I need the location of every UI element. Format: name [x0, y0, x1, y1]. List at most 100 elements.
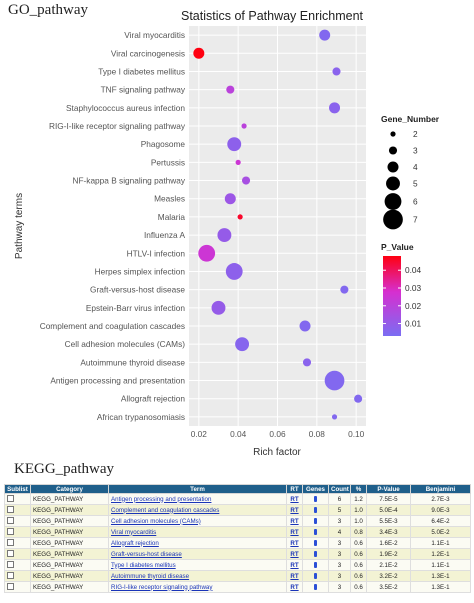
- pvalue-cell: 1.6E-2: [366, 537, 411, 549]
- count-cell: 3: [328, 515, 351, 527]
- term-link[interactable]: Complement and coagulation cascades: [111, 506, 220, 514]
- category-cell: KEGG_PATHWAY: [30, 526, 109, 538]
- percent-cell: 1.0: [350, 504, 367, 516]
- rt-link[interactable]: RT: [290, 528, 299, 536]
- row-checkbox[interactable]: [7, 550, 14, 558]
- row-checkbox[interactable]: [7, 495, 14, 503]
- chart-title: Statistics of Pathway Enrichment: [181, 9, 364, 23]
- gene-list-icon[interactable]: [314, 539, 317, 546]
- size-legend-label: 5: [413, 179, 418, 189]
- row-checkbox[interactable]: [7, 528, 14, 536]
- sublist-cell: [4, 537, 31, 549]
- table-header-cell: Genes: [302, 484, 329, 494]
- y-tick-label: Viral myocarditis: [124, 30, 185, 40]
- table-row: KEGG_PATHWAY Allograft rejection RT 3 0.6 1.6…: [4, 537, 471, 549]
- rt-link[interactable]: RT: [290, 572, 299, 580]
- row-checkbox[interactable]: [7, 583, 14, 591]
- sublist-cell: [4, 559, 31, 571]
- row-checkbox[interactable]: [7, 506, 14, 514]
- gene-list-icon[interactable]: [314, 528, 317, 535]
- y-tick-label: Measles: [154, 194, 185, 204]
- rt-link[interactable]: RT: [290, 517, 299, 525]
- percent-cell: 0.6: [350, 581, 367, 593]
- term-cell: Type I diabetes mellitus: [108, 559, 287, 571]
- term-link[interactable]: Antigen processing and presentation: [111, 495, 212, 503]
- term-link[interactable]: Cell adhesion molecules (CAMs): [111, 517, 201, 525]
- gene-list-icon[interactable]: [314, 561, 317, 568]
- data-point: [226, 85, 235, 94]
- table-row: KEGG_PATHWAY Autoimmune thyroid disease RT…: [4, 570, 471, 582]
- table-row: KEGG_PATHWAY Type I diabetes mellitus RT 3 0…: [4, 559, 471, 571]
- data-point: [319, 29, 331, 41]
- category-cell: KEGG_PATHWAY: [30, 559, 109, 571]
- sublist-cell: [4, 581, 31, 593]
- pvalue-legend-label: 0.01: [405, 319, 422, 329]
- table-header-cell: Benjamini: [410, 484, 471, 494]
- rt-link[interactable]: RT: [290, 583, 299, 591]
- y-tick-label: Antigen processing and presentation: [50, 376, 185, 386]
- y-axis-label: Pathway terms: [14, 193, 25, 259]
- data-point: [225, 263, 243, 280]
- gene-list-icon[interactable]: [314, 583, 317, 590]
- category-cell: KEGG_PATHWAY: [30, 548, 109, 560]
- table-row: KEGG_PATHWAY Viral myocarditis RT 4 0.8 3.4E-…: [4, 526, 471, 538]
- row-checkbox[interactable]: [7, 539, 14, 547]
- gene-list-icon[interactable]: [314, 517, 317, 524]
- benjamini-cell: 2.7E-3: [410, 493, 471, 505]
- data-point: [211, 300, 226, 315]
- count-cell: 3: [328, 559, 351, 571]
- data-point: [235, 159, 241, 165]
- x-tick-label: 0.08: [309, 429, 326, 439]
- benjamini-cell: 1.1E-1: [410, 537, 471, 549]
- term-link[interactable]: Allograft rejection: [111, 539, 159, 547]
- data-point: [193, 47, 205, 59]
- table-row: KEGG_PATHWAY Antigen processing and prese…: [4, 493, 471, 505]
- percent-cell: 0.6: [350, 537, 367, 549]
- data-point: [299, 320, 311, 332]
- count-cell: 3: [328, 570, 351, 582]
- term-link[interactable]: Autoimmune thyroid disease: [111, 572, 190, 580]
- rt-cell: RT: [286, 559, 303, 571]
- rt-link[interactable]: RT: [290, 561, 299, 569]
- gene-list-icon[interactable]: [314, 495, 317, 502]
- y-tick-label: Type I diabetes mellitus: [98, 66, 185, 76]
- category-cell: KEGG_PATHWAY: [30, 493, 109, 505]
- table-header-cell: Category: [30, 484, 109, 494]
- gene-number-legend-title: Gene_Number: [381, 114, 440, 124]
- genes-cell: [302, 515, 329, 527]
- data-point: [217, 228, 232, 243]
- rt-link[interactable]: RT: [290, 495, 299, 503]
- term-cell: Antigen processing and presentation: [108, 493, 287, 505]
- row-checkbox[interactable]: [7, 561, 14, 569]
- data-point: [198, 244, 216, 262]
- y-tick-label: RIG-I-like receptor signaling pathway: [49, 121, 186, 131]
- pvalue-legend-title: P_Value: [381, 242, 414, 252]
- gene-list-icon[interactable]: [314, 506, 317, 513]
- table-row: KEGG_PATHWAY RIG-I-like receptor signalin…: [4, 581, 471, 593]
- term-link[interactable]: Viral myocarditis: [111, 528, 157, 536]
- count-cell: 3: [328, 581, 351, 593]
- row-checkbox[interactable]: [7, 572, 14, 580]
- rt-cell: RT: [286, 537, 303, 549]
- benjamini-cell: 1.3E-1: [410, 581, 471, 593]
- data-point: [324, 370, 345, 391]
- data-point: [241, 176, 251, 185]
- term-cell: Complement and coagulation cascades: [108, 504, 287, 516]
- term-link[interactable]: Graft-versus-host disease: [111, 550, 182, 558]
- rt-link[interactable]: RT: [290, 550, 299, 558]
- data-points: [193, 29, 363, 420]
- size-legend-circle: [390, 131, 396, 137]
- x-tick-labels: 0.02 0.04 0.06 0.08 0.10: [191, 429, 365, 439]
- rt-link[interactable]: RT: [290, 539, 299, 547]
- gene-list-icon[interactable]: [314, 572, 317, 579]
- gene-list-icon[interactable]: [314, 550, 317, 557]
- term-cell: Cell adhesion molecules (CAMs): [108, 515, 287, 527]
- y-tick-label: Influenza A: [144, 230, 186, 240]
- term-link[interactable]: Type I diabetes mellitus: [111, 561, 176, 569]
- pvalue-cell: 3.4E-3: [366, 526, 411, 538]
- rt-link[interactable]: RT: [290, 506, 299, 514]
- pvalue-cell: 5.5E-3: [366, 515, 411, 527]
- row-checkbox[interactable]: [7, 517, 14, 525]
- y-tick-label: TNF signaling pathway: [101, 85, 186, 95]
- term-link[interactable]: RIG-I-like receptor signaling pathway: [111, 583, 213, 591]
